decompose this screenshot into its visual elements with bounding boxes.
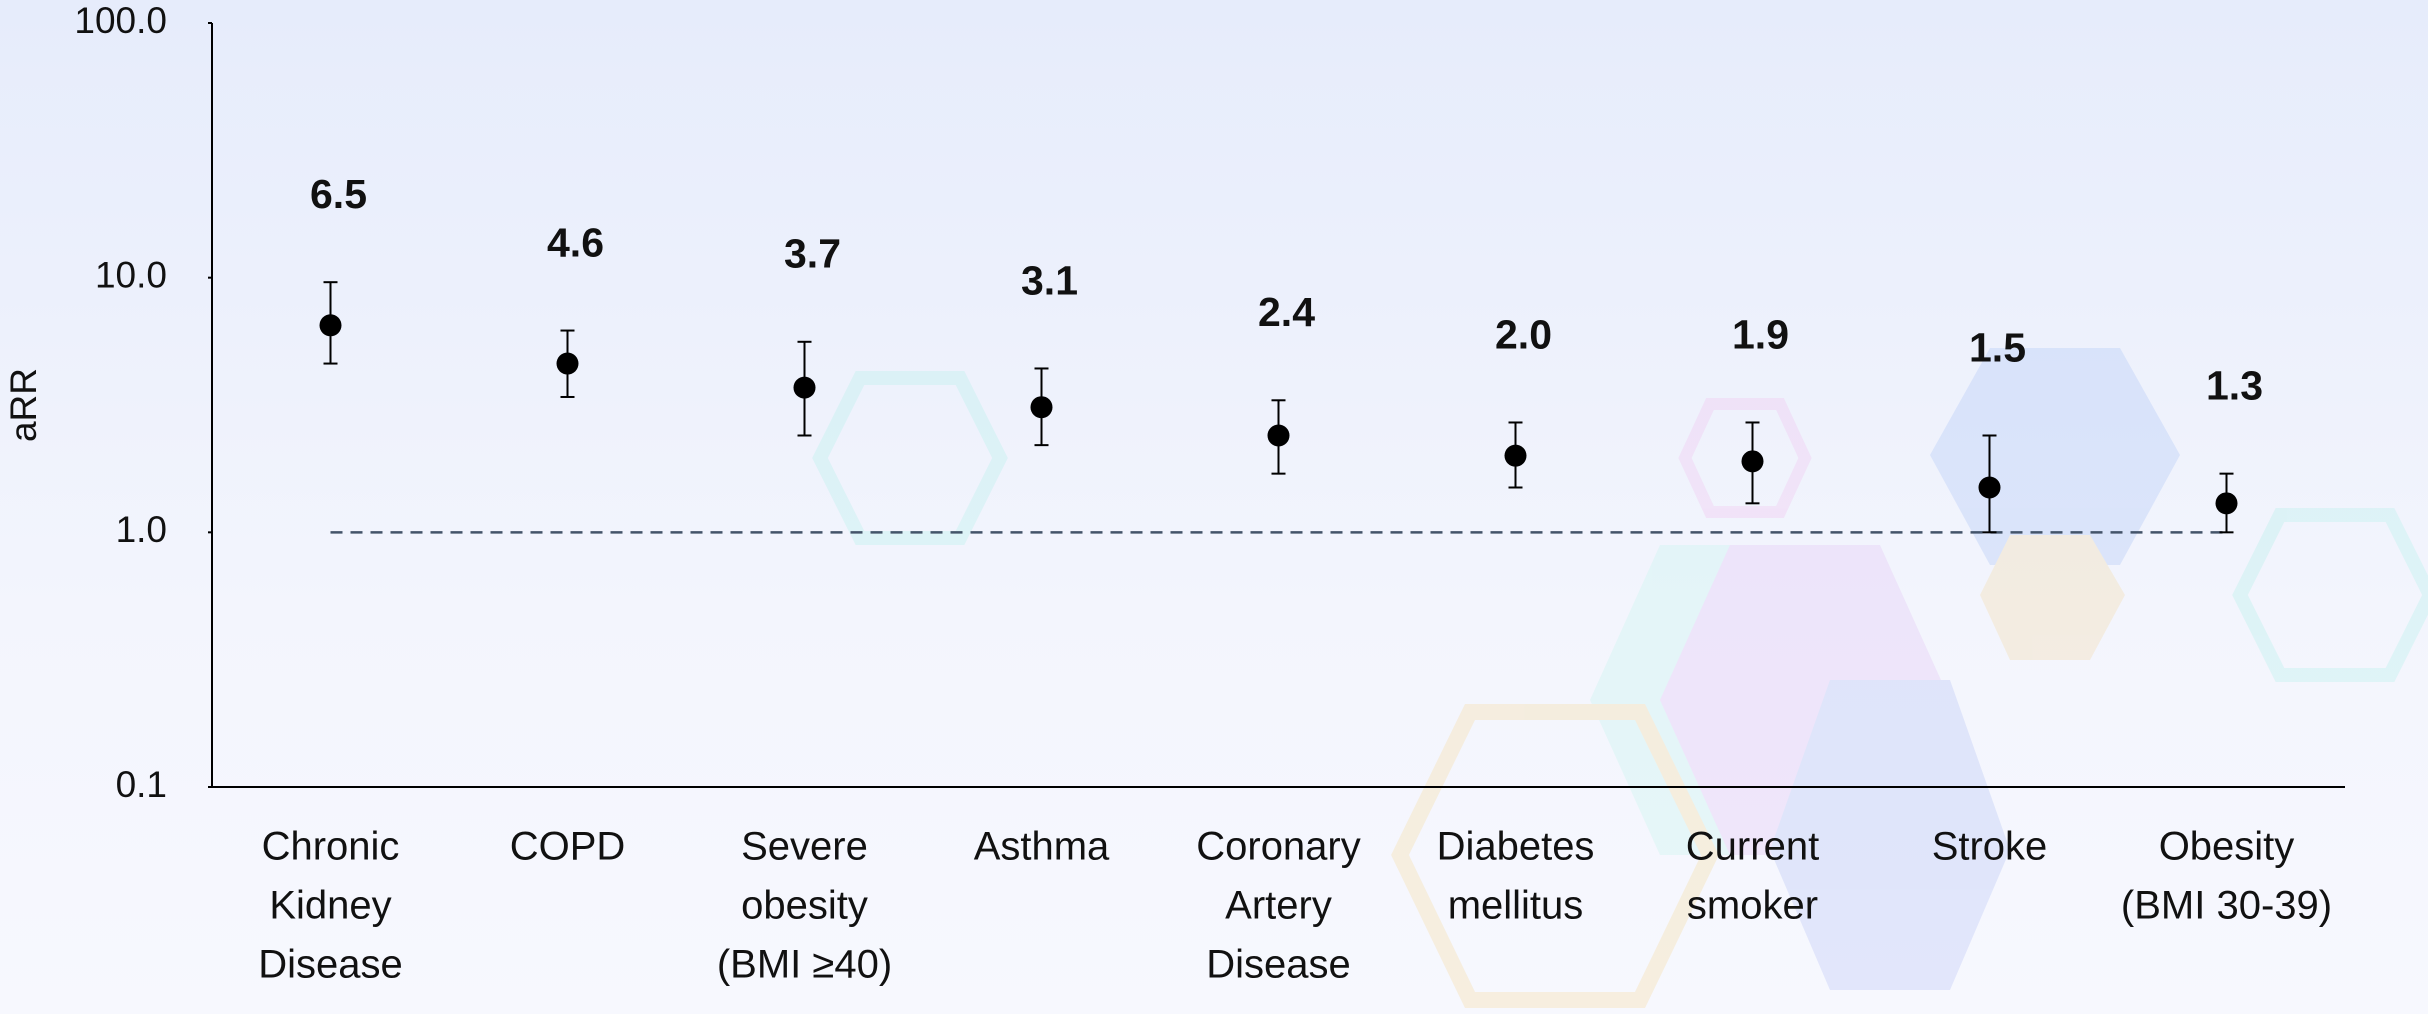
- chart: aRR 0.1 1.0 10.0 100.0 Chronic Kidney Disease 6…: [0, 0, 2428, 1014]
- x-tick-label: Severe: [741, 825, 868, 869]
- point: [1742, 450, 1764, 472]
- point: [2216, 492, 2238, 514]
- point: [1268, 425, 1290, 447]
- value-label: 2.0: [1495, 311, 1552, 357]
- x-tick-label: Disease: [1206, 943, 1351, 987]
- x-tick-label: Obesity: [2159, 825, 2295, 869]
- x-tick-label: Artery: [1225, 884, 1332, 928]
- value-label: 2.4: [1258, 289, 1315, 335]
- x-tick-label: COPD: [510, 825, 626, 869]
- value-label: 3.1: [1021, 257, 1078, 303]
- point: [1505, 445, 1527, 467]
- point: [1979, 476, 2001, 498]
- value-label: 6.5: [310, 171, 367, 217]
- x-tick-label: mellitus: [1448, 884, 1584, 928]
- x-tick-label: Current: [1686, 825, 1819, 869]
- value-label: 1.3: [2206, 362, 2263, 408]
- y-tick-label: 0.1: [116, 764, 167, 805]
- x-tick-label: (BMI 30-39): [2121, 884, 2332, 928]
- y-tick-label: 10.0: [95, 254, 167, 295]
- point: [557, 353, 579, 375]
- value-label: 4.6: [547, 219, 604, 265]
- page: {"chart_data": {"type": "errorpoint", "y…: [0, 0, 2428, 1014]
- y-tick-label: 100.0: [74, 0, 167, 41]
- value-label: 1.5: [1969, 324, 2026, 370]
- x-tick-label: smoker: [1687, 884, 1818, 928]
- x-tick-label: obesity: [741, 884, 868, 928]
- x-tick-label: Asthma: [974, 825, 1110, 869]
- x-tick-label: Chronic: [262, 825, 400, 869]
- value-label: 3.7: [784, 231, 841, 277]
- x-tick-label: Coronary: [1196, 825, 1361, 869]
- value-label: 1.9: [1732, 311, 1789, 357]
- point: [794, 377, 816, 399]
- point: [320, 314, 342, 336]
- x-tick-label: Kidney: [269, 884, 391, 928]
- y-tick-label: 1.0: [116, 509, 167, 550]
- point: [1031, 396, 1053, 418]
- x-tick-label: (BMI ≥40): [717, 943, 892, 987]
- x-tick-label: Diabetes: [1437, 825, 1595, 869]
- x-tick-label: Disease: [258, 943, 403, 987]
- y-axis-label: aRR: [3, 368, 44, 442]
- x-tick-label: Stroke: [1932, 825, 2048, 869]
